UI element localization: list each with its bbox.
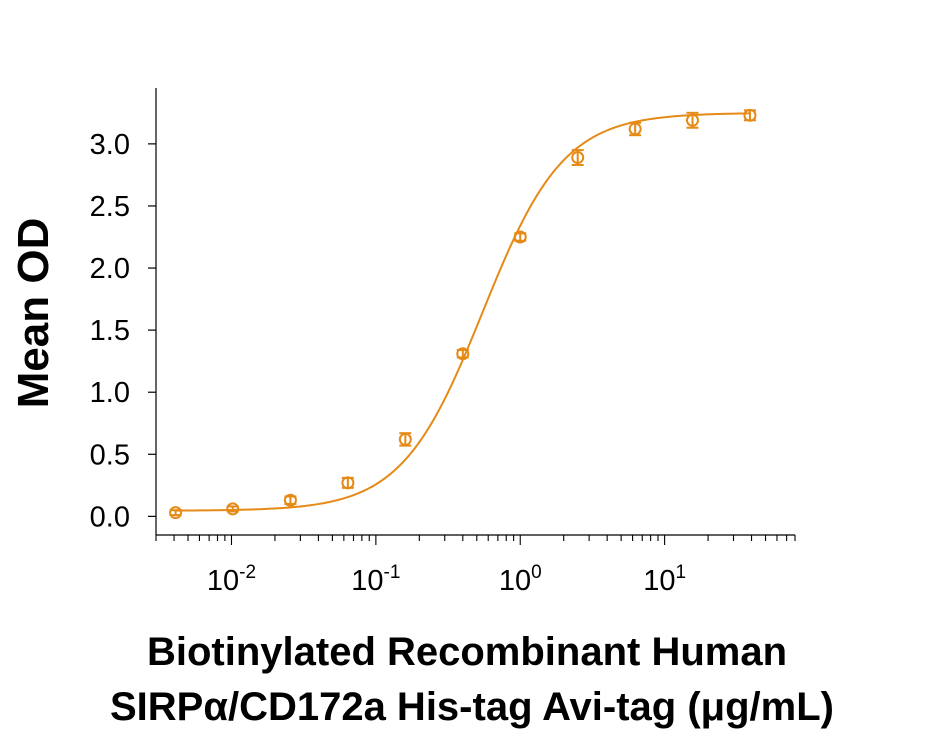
data-point [169, 506, 183, 520]
x-axis-label-line-2: SIRPα/CD172a His-tag Avi-tag (μg/mL) [110, 685, 834, 729]
data-point [283, 493, 297, 507]
y-tick-label: 0.5 [90, 439, 130, 471]
x-axis-label-line-1: Biotinylated Recombinant Human [147, 630, 787, 674]
data-point [571, 149, 585, 166]
fit-curve-line [175, 112, 750, 512]
x-tick-label: 101 [643, 562, 686, 597]
data-point [341, 476, 355, 490]
point-marker [456, 347, 470, 361]
x-ticks: 10-2 10-1 100 101 [155, 535, 796, 597]
data-point [226, 502, 240, 516]
point-marker [341, 476, 355, 490]
axes [155, 88, 795, 536]
y-tick-label: 1.5 [90, 315, 130, 347]
y-tick-label: 2.0 [90, 253, 130, 285]
y-tick-label: 1.0 [90, 377, 130, 409]
point-marker [571, 151, 585, 165]
point-marker [226, 502, 240, 516]
y-tick-label: 0.0 [90, 501, 130, 533]
x-tick-label: 10-1 [351, 562, 400, 597]
data-point [398, 432, 412, 447]
y-axis-label: Mean OD [9, 218, 58, 409]
y-tick-label: 2.5 [90, 191, 130, 223]
point-marker [685, 113, 699, 127]
data-point [685, 111, 699, 129]
point-marker [628, 122, 642, 136]
x-tick-label: 10-2 [207, 562, 256, 597]
data-point [513, 230, 527, 244]
data-points [169, 108, 757, 520]
point-marker [169, 506, 183, 520]
point-marker [513, 230, 527, 244]
point-marker [398, 432, 412, 446]
x-tick-label: 100 [499, 562, 542, 597]
data-point [743, 108, 757, 122]
y-ticks: 0.0 0.5 1.0 1.5 2.0 2.5 3.0 [90, 129, 156, 533]
point-marker [283, 493, 297, 507]
y-tick-label: 3.0 [90, 129, 130, 161]
data-point [456, 347, 470, 361]
data-point [628, 121, 642, 137]
point-marker [743, 108, 757, 122]
